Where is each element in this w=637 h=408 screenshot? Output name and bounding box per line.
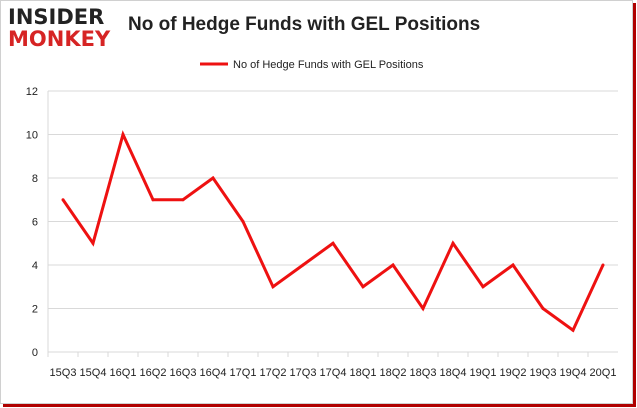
data-point — [241, 220, 245, 223]
y-tick-label: 4 — [32, 260, 38, 272]
y-tick-label: 0 — [32, 347, 38, 359]
logo-line-2: MONKEY — [8, 27, 111, 51]
x-axis-ticks: 15Q3 15Q4 16Q1 16Q2 16Q3 16Q4 17Q1 17Q2 17Q3 17Q4… — [47, 352, 617, 379]
data-point — [211, 176, 215, 180]
data-point — [61, 198, 65, 202]
y-tick-label: 2 — [32, 304, 38, 316]
x-tick-label: 18Q1 — [350, 367, 377, 379]
data-point — [361, 285, 365, 289]
legend: No of Hedge Funds with GEL Positions — [200, 59, 424, 71]
data-point — [481, 285, 485, 289]
x-tick-label: 16Q1 — [110, 367, 137, 379]
x-tick-label: 17Q1 — [230, 367, 257, 379]
chart-title: No of Hedge Funds with GEL Positions — [128, 14, 481, 35]
data-point — [421, 307, 425, 310]
data-point — [331, 241, 335, 245]
grid-lines — [47, 90, 618, 353]
data-point — [181, 198, 185, 202]
data-point — [301, 263, 305, 267]
x-tick-label: 17Q3 — [290, 367, 317, 379]
y-tick-label: 12 — [26, 86, 38, 98]
logo-line-1: INSIDER — [8, 5, 105, 29]
x-tick-label: 16Q4 — [200, 367, 227, 379]
insider-monkey-logo: INSIDER MONKEY — [8, 6, 110, 50]
data-point — [601, 263, 605, 267]
y-tick-label: 8 — [32, 173, 38, 185]
data-point — [121, 133, 125, 136]
x-tick-label: 17Q2 — [260, 367, 287, 379]
legend-label: No of Hedge Funds with GEL Positions — [233, 59, 424, 71]
x-tick-label: 18Q3 — [410, 367, 437, 379]
data-point — [571, 328, 575, 332]
x-tick-label: 16Q3 — [170, 367, 197, 379]
x-tick-label: 18Q4 — [440, 367, 467, 379]
x-tick-label: 19Q2 — [500, 367, 527, 379]
x-tick-label: 20Q1 — [590, 367, 617, 379]
x-tick-label: 15Q3 — [50, 367, 77, 379]
series-line — [61, 130, 605, 333]
x-tick-label: 16Q2 — [140, 367, 167, 379]
series-group — [61, 130, 605, 333]
x-tick-label: 19Q4 — [560, 367, 587, 379]
data-point — [451, 241, 455, 245]
y-tick-label: 6 — [32, 217, 38, 229]
data-point — [151, 198, 155, 202]
data-point — [391, 263, 395, 267]
x-tick-label: 18Q2 — [380, 367, 407, 379]
data-point — [511, 263, 515, 267]
data-point — [91, 241, 95, 245]
x-tick-label: 17Q4 — [320, 367, 347, 379]
data-point — [541, 307, 545, 310]
data-point — [271, 285, 275, 289]
x-tick-label: 15Q4 — [80, 367, 107, 379]
y-tick-label: 10 — [26, 130, 38, 142]
x-tick-label: 19Q3 — [530, 367, 557, 379]
y-axis-ticks: 0 2 4 6 8 10 12 — [26, 86, 38, 359]
x-tick-label: 19Q1 — [470, 367, 497, 379]
